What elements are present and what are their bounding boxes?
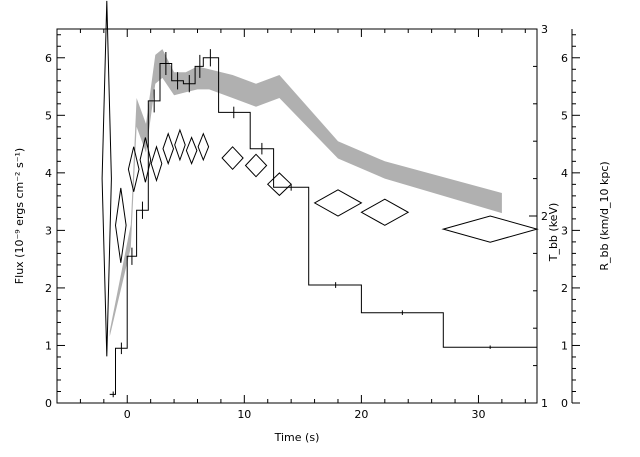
y-right-outer-tick-label-6: 6 bbox=[561, 52, 568, 65]
temperature-diamond-13 bbox=[360, 198, 410, 226]
temperature-diamond-14 bbox=[441, 215, 539, 243]
y-right-outer-tick-label-0: 0 bbox=[561, 397, 568, 410]
x-tick-label-3: 30 bbox=[471, 408, 485, 421]
x-tick-label-1: 10 bbox=[237, 408, 251, 421]
temperature-diamond-5 bbox=[162, 132, 175, 166]
y-right-outer-tick-label-3: 3 bbox=[561, 224, 568, 237]
y-right-inner-tick-label-0: 1 bbox=[541, 397, 548, 410]
flux-step-layer bbox=[109, 49, 537, 398]
temperature-diamond-4 bbox=[150, 145, 163, 183]
temperature-diamond-10 bbox=[244, 153, 268, 178]
temperature-diamond-2 bbox=[127, 146, 140, 192]
y-left-tick-label-3: 3 bbox=[45, 224, 52, 237]
temperature-diamond-12 bbox=[313, 189, 363, 217]
temperature-diamond-layer bbox=[101, 0, 539, 357]
right-inner-y-axis-title: T_bb (keV) bbox=[547, 203, 560, 263]
temperature-diamond-7 bbox=[185, 136, 198, 165]
temperature-diamond-8 bbox=[197, 132, 210, 162]
y-right-outer-tick-label-4: 4 bbox=[561, 167, 568, 180]
y-left-tick-label-1: 1 bbox=[45, 339, 52, 352]
temperature-diamond-11 bbox=[266, 172, 292, 197]
y-right-inner-tick-label-1: 2 bbox=[541, 210, 548, 223]
y-left-tick-label-4: 4 bbox=[45, 167, 52, 180]
temperature-diamond-0 bbox=[101, 0, 112, 357]
y-left-tick-label-2: 2 bbox=[45, 282, 52, 295]
y-left-tick-label-5: 5 bbox=[45, 109, 52, 122]
radius-band-layer bbox=[109, 49, 502, 337]
y-right-outer-tick-label-5: 5 bbox=[561, 109, 568, 122]
x-tick-label-2: 20 bbox=[354, 408, 368, 421]
temperature-diamond-3 bbox=[139, 137, 152, 183]
y-right-outer-tick-label-1: 1 bbox=[561, 339, 568, 352]
temperature-diamond-9 bbox=[221, 146, 244, 171]
y-left-tick-label-6: 6 bbox=[45, 52, 52, 65]
y-left-tick-label-0: 0 bbox=[45, 397, 52, 410]
x-axis-title: Time (s) bbox=[274, 431, 320, 444]
radius-band bbox=[109, 49, 502, 337]
y-right-outer-tick-label-2: 2 bbox=[561, 282, 568, 295]
x-tick-label-0: 0 bbox=[124, 408, 131, 421]
right-outer-y-axis-title: R_bb (km/d_10 kpc) bbox=[598, 161, 611, 270]
flux-step-line bbox=[109, 57, 537, 395]
temperature-diamond-6 bbox=[174, 128, 186, 162]
y-right-inner-tick-label-2: 3 bbox=[541, 23, 548, 36]
temperature-diamond-1 bbox=[114, 187, 127, 263]
left-y-axis-title: Flux (10⁻⁹ ergs cm⁻² s⁻¹) bbox=[13, 148, 26, 284]
